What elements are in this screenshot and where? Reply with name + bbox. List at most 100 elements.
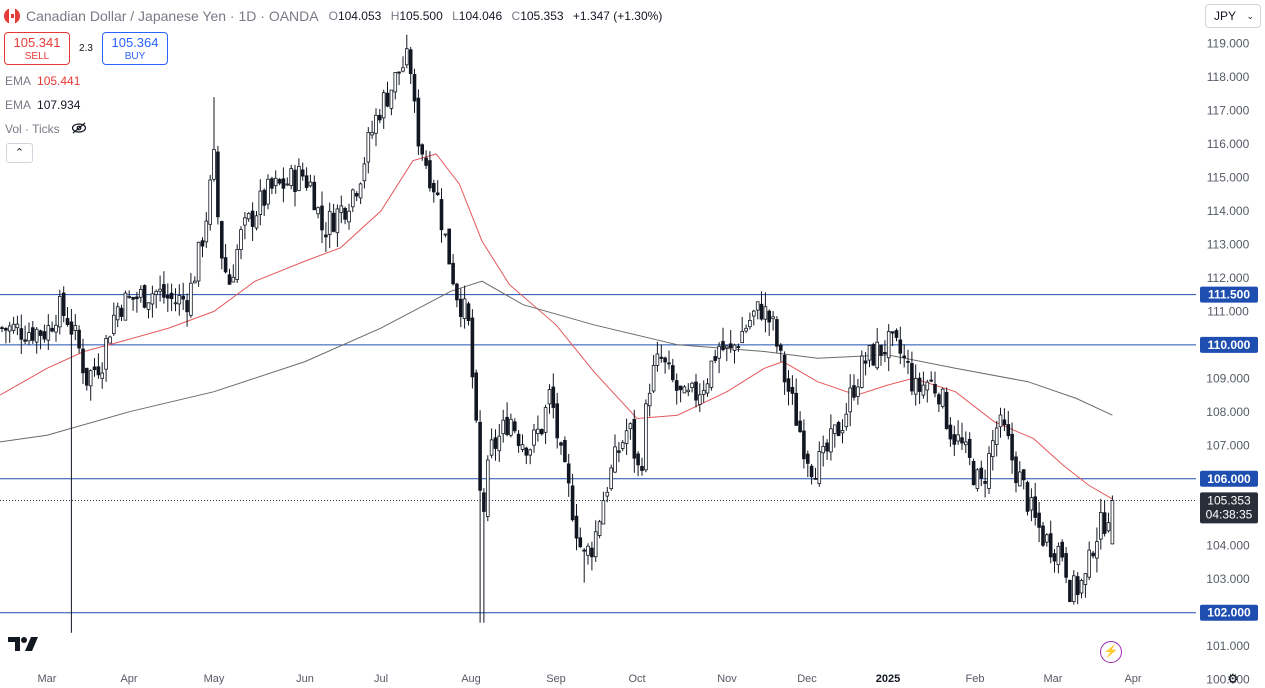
candle-body [408, 49, 413, 74]
candle-body [1064, 553, 1068, 578]
low-label: L [452, 9, 459, 23]
symbol-title[interactable]: Canadian Dollar / Japanese Yen · 1D · OA… [26, 8, 319, 24]
sell-button[interactable]: 105.341 SELL [4, 32, 70, 65]
volume-legend[interactable]: Vol · Ticks [5, 122, 87, 137]
candle-body [489, 439, 494, 456]
volume-label: Vol · Ticks [5, 122, 60, 136]
candle-body [1010, 433, 1014, 461]
level-price-tag [1200, 604, 1258, 621]
candle-body [335, 208, 340, 234]
candle-body [543, 407, 548, 433]
candle-body [416, 97, 421, 147]
candle-body [11, 323, 16, 331]
candle-body [886, 330, 891, 359]
candle-body [528, 449, 532, 456]
candle-body [112, 314, 116, 335]
level-price-tag [1200, 336, 1258, 353]
candle-body [725, 345, 729, 349]
candle-body [34, 328, 39, 343]
ohlc-values: O104.053 H105.500 L104.046 C105.353 +1.3… [329, 9, 663, 23]
candle-body [755, 301, 760, 311]
gear-icon[interactable]: ⚙ [1227, 671, 1239, 686]
candle-body [227, 274, 232, 285]
currency-value: JPY [1214, 9, 1237, 23]
spread-value: 2.3 [79, 43, 93, 54]
candle-body [971, 460, 976, 486]
candle-body [81, 348, 85, 374]
candle-body [705, 383, 710, 394]
candle-body [674, 380, 679, 391]
candle-body [216, 151, 220, 218]
candle-body [285, 183, 290, 186]
candle-body [505, 416, 509, 435]
x-tick-label: Nov [717, 673, 737, 685]
candle-body [404, 48, 409, 66]
candle-body [991, 440, 995, 458]
currency-select[interactable]: JPY ⌄ [1205, 4, 1261, 28]
candle-body [944, 391, 949, 430]
ema-fast-legend[interactable]: EMA 105.441 [5, 74, 80, 88]
candle-body [578, 537, 583, 548]
x-tick-label: May [204, 673, 225, 685]
candle-body [142, 285, 147, 308]
candle-body [956, 434, 960, 442]
candle-body [478, 421, 482, 491]
candle-body [516, 433, 521, 446]
lightning-icon[interactable]: ⚡ [1100, 641, 1122, 663]
candle-body [42, 331, 47, 340]
ema-fast-line [0, 153, 1113, 500]
candle-body [320, 205, 324, 231]
candle-body [802, 430, 806, 460]
candle-body [312, 181, 317, 211]
candle-body [771, 316, 775, 320]
candle-body [582, 549, 586, 552]
candle-body [219, 221, 224, 259]
candle-body [1025, 482, 1030, 512]
candle-body [192, 280, 197, 284]
level-price-tag [1200, 286, 1258, 303]
candle-body [913, 378, 918, 395]
candle-body [7, 325, 12, 332]
candle-body [243, 217, 247, 226]
x-tick-label: Mar [1044, 673, 1063, 685]
candle-body [347, 210, 351, 223]
candle-body [620, 442, 625, 449]
candle-body [65, 317, 70, 325]
candle-body [597, 521, 602, 536]
candle-body [694, 381, 698, 401]
candle-body [297, 165, 301, 191]
tradingview-logo-icon[interactable] [8, 635, 40, 653]
candle-body [169, 292, 174, 300]
candle-body [1099, 512, 1103, 540]
candle-body [536, 428, 540, 435]
candle-body [1075, 576, 1080, 595]
candle-body [917, 377, 922, 392]
ema-slow-legend[interactable]: EMA 107.934 [5, 98, 80, 112]
candle-body [605, 491, 610, 497]
candle-body [343, 207, 347, 220]
candle-body [644, 403, 648, 471]
candle-body [497, 435, 502, 452]
candle-body [732, 344, 737, 351]
level-price-label: 110.000 [1208, 338, 1251, 352]
candle-body [655, 353, 660, 366]
candle-body [1095, 541, 1099, 559]
eye-off-icon[interactable] [71, 122, 87, 137]
x-tick-label: Apr [1124, 673, 1141, 685]
candle-body [1068, 579, 1072, 602]
candle-body [1037, 512, 1041, 528]
candle-body [863, 360, 868, 364]
candle-body [744, 327, 748, 332]
candle-body [138, 288, 143, 298]
candle-body [1029, 497, 1034, 511]
canada-flag-icon [4, 8, 20, 24]
candle-body [983, 480, 987, 484]
candle-body [937, 394, 941, 405]
collapse-legend-button[interactable]: ⌃ [6, 143, 33, 163]
y-tick-label: 116.000 [1207, 137, 1250, 151]
candle-body [377, 114, 382, 121]
buy-button[interactable]: 105.364 BUY [102, 32, 168, 65]
candle-body [933, 383, 937, 394]
candle-body [69, 321, 74, 335]
